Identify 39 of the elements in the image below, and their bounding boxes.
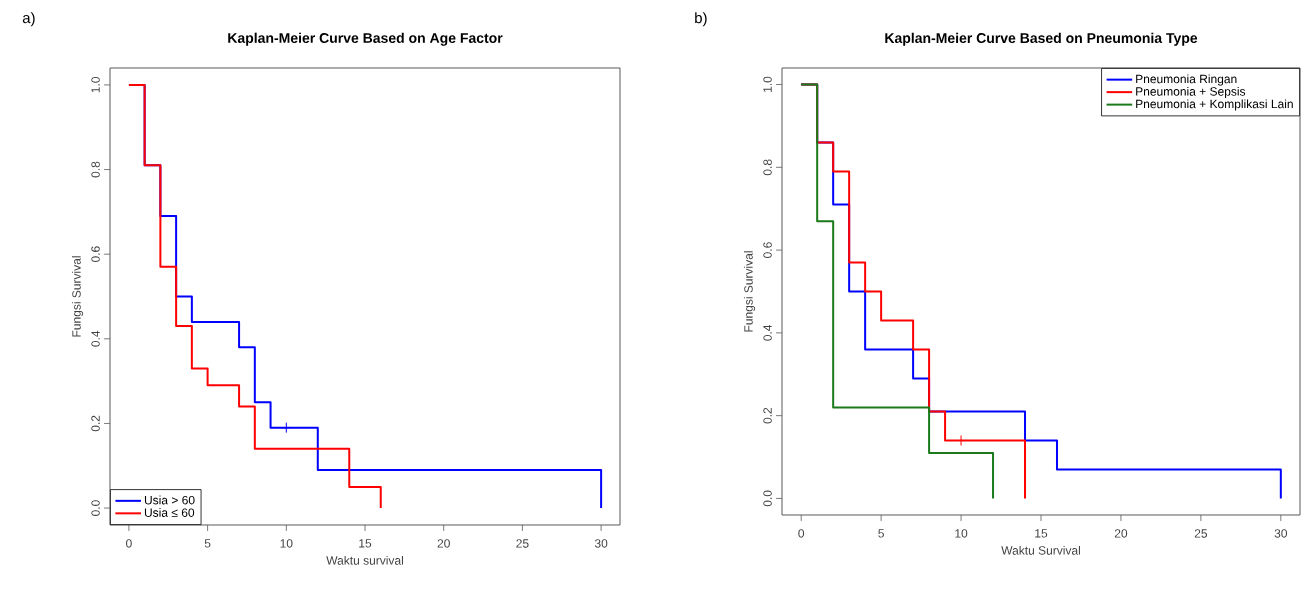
y-tick-label: 0.6 bbox=[91, 246, 100, 263]
x-tick-label: 5 bbox=[204, 539, 211, 548]
x-tick-label: 10 bbox=[280, 539, 293, 548]
chart-title: Kaplan-Meier Curve Based on Pneumonia Type bbox=[885, 32, 1198, 46]
x-tick-label: 20 bbox=[437, 539, 450, 548]
x-tick-label: 0 bbox=[126, 539, 132, 548]
x-tick-label: 30 bbox=[594, 539, 608, 548]
y-tick-label: 0.2 bbox=[763, 407, 772, 424]
x-axis-title: Waktu survival bbox=[326, 555, 403, 565]
x-axis-title: Waktu Survival bbox=[1001, 545, 1080, 555]
legend-label: Pneumonia + Sepsis bbox=[1136, 86, 1246, 99]
y-tick-label: 0.8 bbox=[763, 159, 772, 176]
legend-label: Usia > 60 bbox=[144, 495, 195, 505]
y-axis-title: Fungsi Survival bbox=[71, 256, 84, 337]
y-tick-label: 0.8 bbox=[91, 161, 100, 178]
legend-label: Pneumonia Ringan bbox=[1136, 74, 1237, 86]
chart-title: Kaplan-Meier Curve Based on Age Factor bbox=[228, 32, 503, 46]
x-tick-label: 0 bbox=[798, 529, 805, 538]
y-tick-label: 0.4 bbox=[763, 324, 772, 341]
y-tick-label: 1.0 bbox=[91, 77, 100, 93]
y-tick-label: 1.0 bbox=[763, 76, 772, 92]
x-tick-label: 10 bbox=[955, 529, 968, 538]
text: b) bbox=[695, 12, 707, 27]
y-axis-title: Fungsi Survival bbox=[743, 251, 756, 332]
x-tick-label: 30 bbox=[1274, 529, 1288, 538]
y-tick-label: 0.6 bbox=[763, 242, 772, 258]
y-tick-label: 0.4 bbox=[91, 330, 100, 347]
x-tick-label: 15 bbox=[1035, 529, 1048, 538]
x-tick-label: 15 bbox=[359, 539, 372, 548]
y-tick-label: 0.2 bbox=[91, 415, 100, 432]
y-tick-label: 0.0 bbox=[763, 490, 772, 507]
x-tick-label: 5 bbox=[878, 529, 884, 538]
legend-label: Pneumonia + Komplikasi Lain bbox=[1136, 99, 1293, 111]
x-tick-label: 20 bbox=[1114, 529, 1128, 538]
x-tick-label: 25 bbox=[1194, 529, 1208, 538]
text: a) bbox=[22, 12, 35, 27]
y-tick-label: 0.0 bbox=[91, 500, 100, 516]
legend-label: Usia ≤ 60 bbox=[144, 508, 195, 517]
x-tick-label: 25 bbox=[516, 539, 529, 548]
